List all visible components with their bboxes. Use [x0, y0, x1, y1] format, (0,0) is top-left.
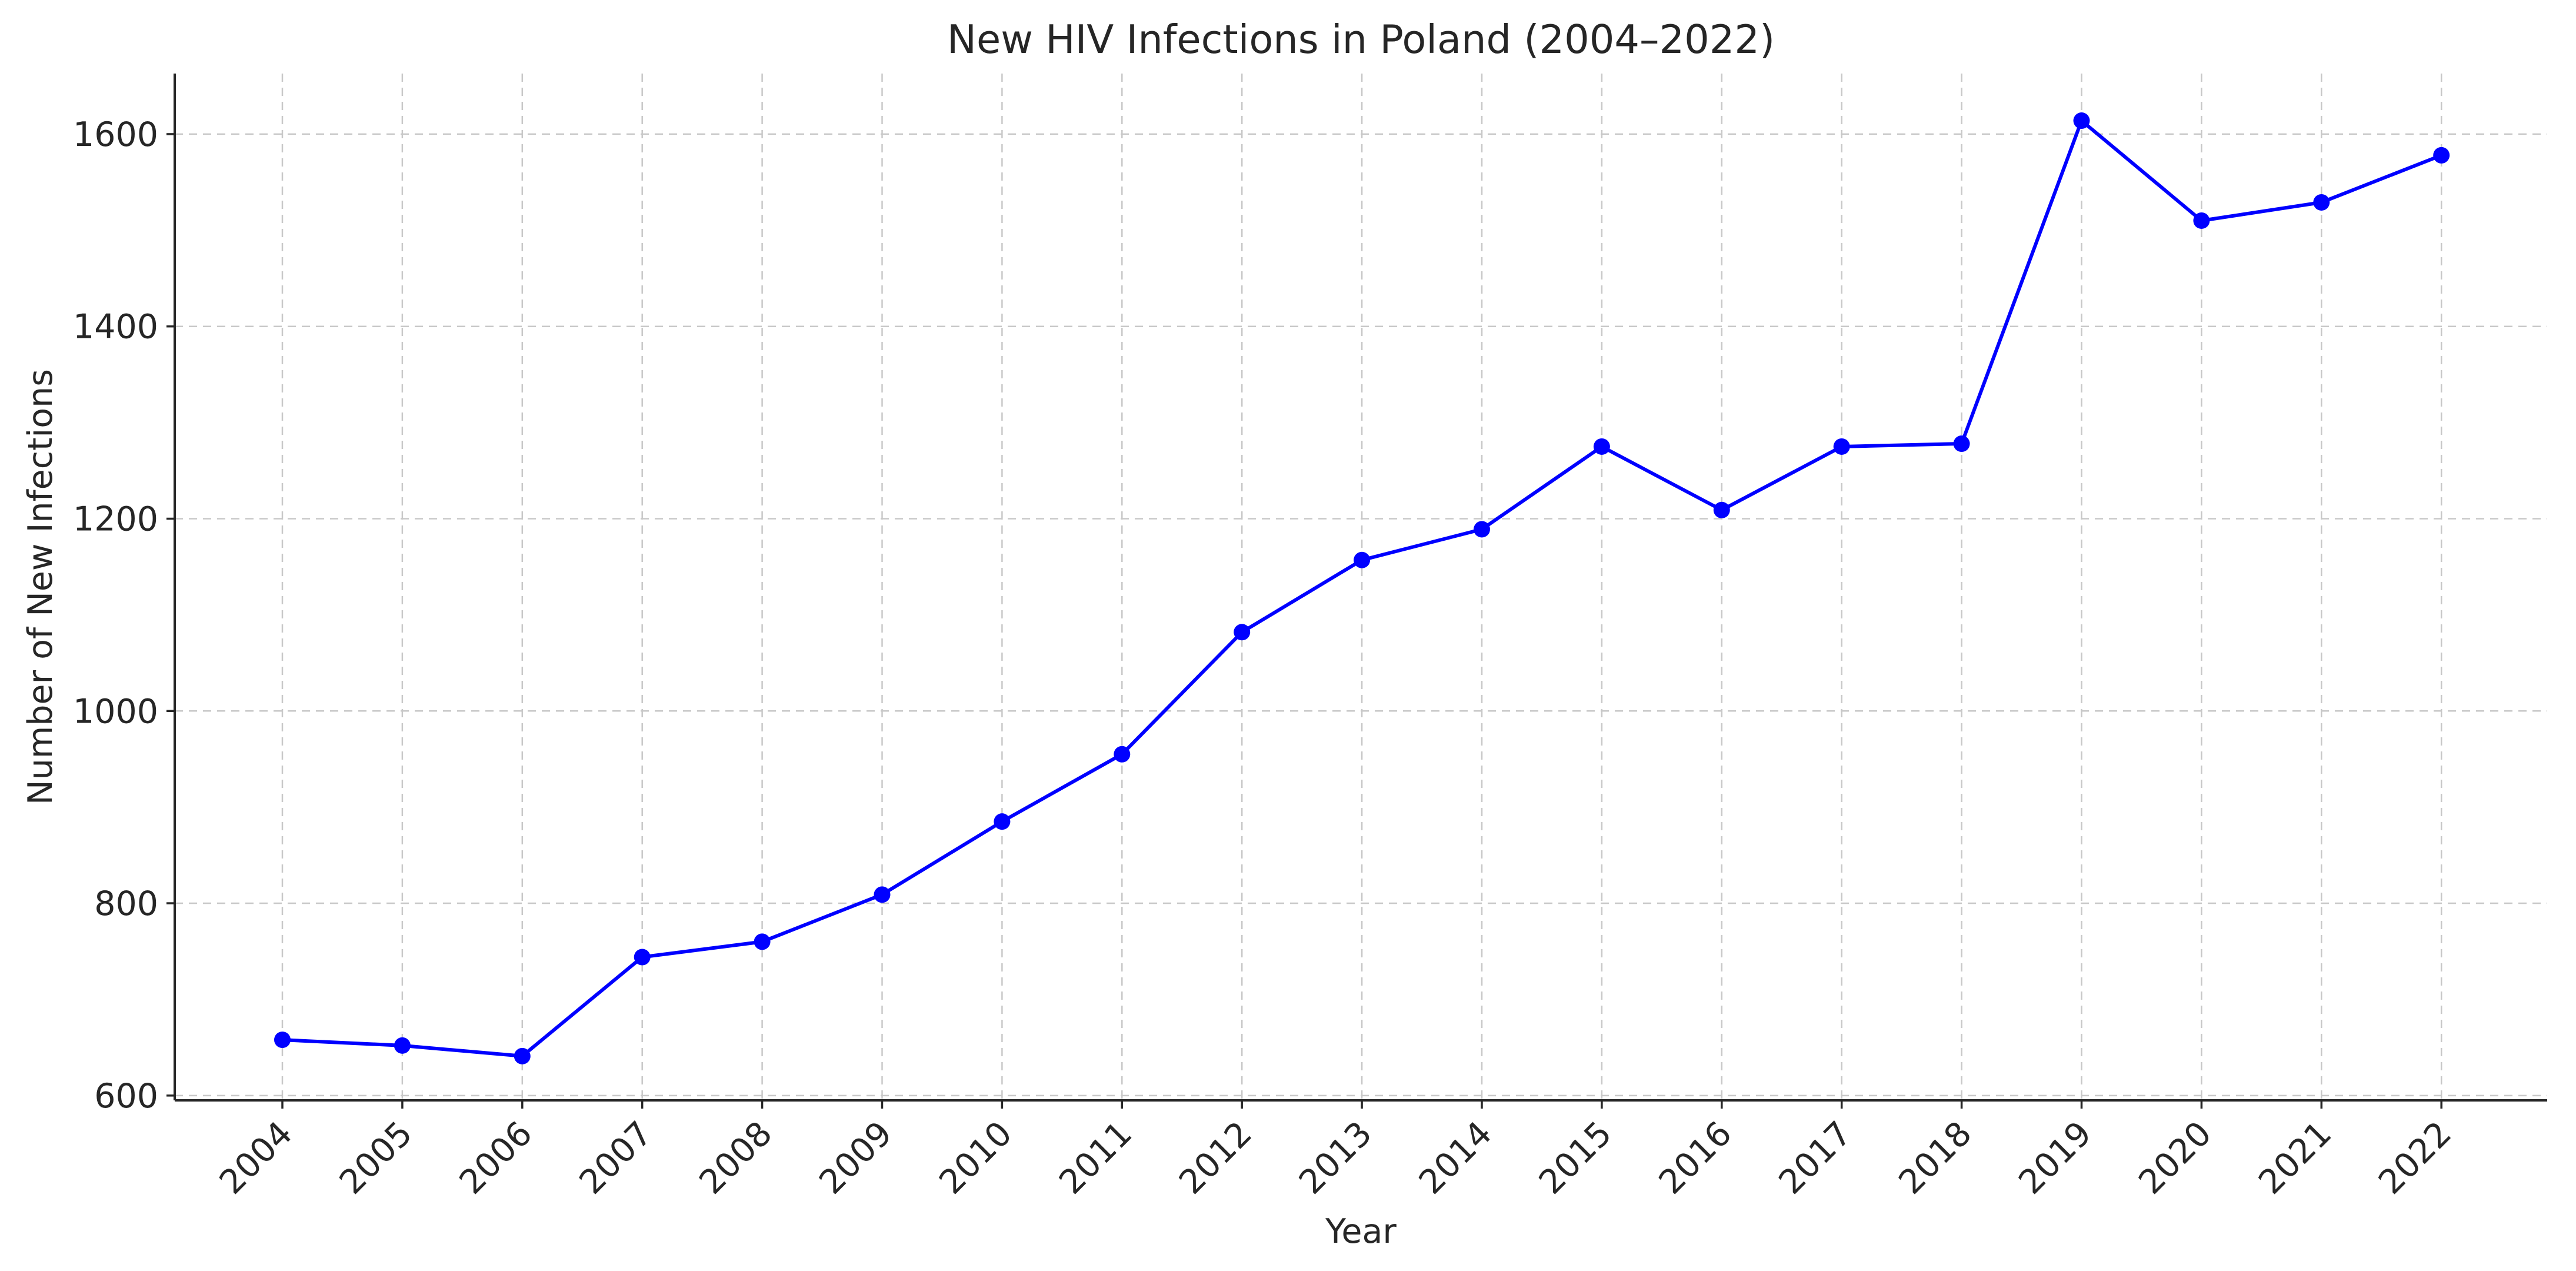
x-tick-label: 2009 [812, 1114, 899, 1202]
data-point [1833, 438, 1850, 455]
x-ticks: 2004 2005 2006 2007 2008 2009 2010 2011 2012 2013… [212, 1100, 2459, 1202]
x-tick-label: 2014 [1412, 1114, 1499, 1202]
x-tick-label: 2010 [932, 1114, 1019, 1202]
x-tick-label: 2019 [2011, 1114, 2099, 1202]
x-tick-label: 2016 [1651, 1114, 1739, 1202]
data-point [2313, 194, 2330, 211]
y-tick-label: 800 [94, 884, 158, 923]
grid [175, 74, 2547, 1100]
y-axis-title: Number of New Infections [21, 369, 60, 805]
chart-title: New HIV Infections in Poland (2004–2022) [947, 16, 1775, 62]
data-point [1593, 438, 1610, 455]
x-tick-label: 2007 [572, 1114, 659, 1202]
x-tick-label: 2015 [1532, 1114, 1619, 1202]
x-tick-label: 2020 [2131, 1114, 2219, 1202]
data-point [274, 1032, 291, 1049]
data-point [514, 1047, 531, 1064]
data-point [1713, 501, 1730, 518]
data-point [2433, 147, 2450, 164]
y-tick-label: 1400 [73, 308, 158, 347]
y-ticks: 600 800 1000 1200 1400 1600 [73, 115, 175, 1116]
data-point [1114, 746, 1131, 763]
data-point [2193, 212, 2210, 229]
y-tick-label: 1200 [73, 500, 158, 538]
x-tick-label: 2011 [1052, 1114, 1139, 1202]
x-tick-label: 2022 [2371, 1114, 2459, 1202]
x-tick-label: 2017 [1771, 1114, 1859, 1202]
x-tick-label: 2006 [452, 1114, 539, 1202]
data-point [394, 1037, 411, 1054]
data-point [874, 886, 891, 903]
x-axis-title: Year [1325, 1212, 1397, 1251]
x-tick-label: 2004 [212, 1114, 300, 1202]
y-tick-label: 600 [94, 1077, 158, 1116]
data-point [634, 949, 651, 966]
data-point [1953, 435, 1970, 452]
series-group [274, 112, 2450, 1064]
data-point [1234, 624, 1251, 641]
y-tick-label: 1600 [73, 115, 158, 154]
axes [174, 74, 2547, 1102]
x-tick-label: 2018 [1891, 1114, 1979, 1202]
x-tick-label: 2013 [1292, 1114, 1379, 1202]
data-point [754, 933, 771, 950]
x-tick-label: 2021 [2251, 1114, 2339, 1202]
y-tick-label: 1000 [73, 692, 158, 731]
x-tick-label: 2012 [1172, 1114, 1259, 1202]
data-point [994, 813, 1011, 830]
data-point [1474, 521, 1490, 538]
x-tick-label: 2005 [332, 1114, 420, 1202]
x-tick-label: 2008 [692, 1114, 779, 1202]
data-point [2073, 112, 2090, 129]
data-point [1354, 551, 1371, 568]
